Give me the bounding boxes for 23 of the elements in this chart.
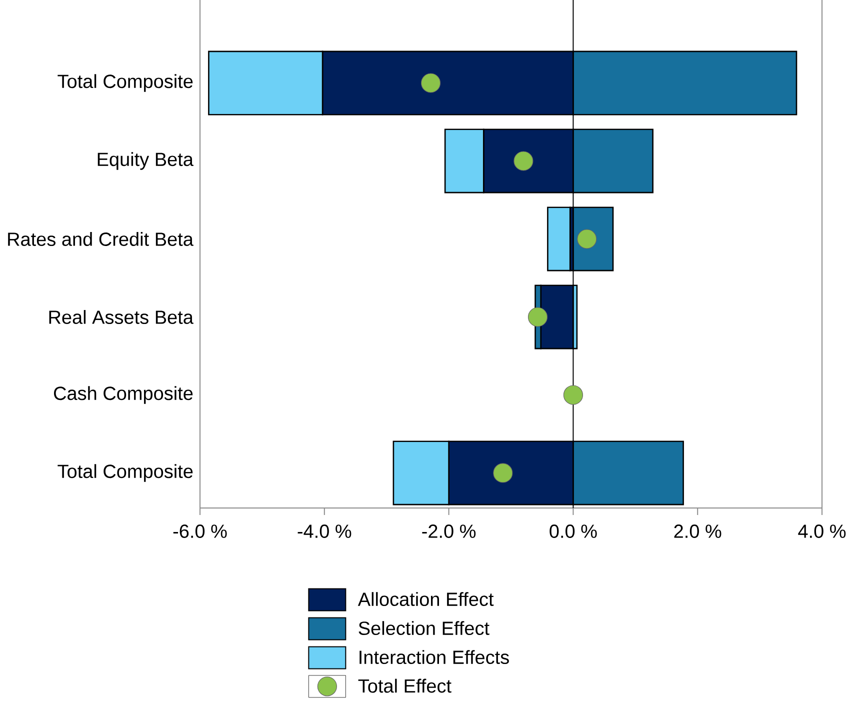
y-tick-label: Cash Composite — [54, 386, 193, 404]
legend-label: Selection Effect — [358, 621, 490, 636]
legend-label: Interaction Effects — [360, 650, 509, 664]
x-tick-label: 4.0 % — [798, 524, 846, 538]
bar — [547, 206, 571, 272]
legend-label: Total Effect — [358, 678, 452, 693]
legend-label: Allocation Effect — [358, 592, 494, 606]
point — [514, 151, 534, 171]
x-tick-label: 0.0 % — [550, 524, 597, 538]
point — [493, 463, 513, 483]
y-tick-label: Rates and Credit Beta — [8, 232, 194, 246]
y-tick-label: Real Assets Beta — [49, 310, 194, 324]
x-tick-label: -2.0 % — [422, 524, 476, 538]
y-tick-label: Equity Beta — [98, 152, 194, 170]
point — [420, 73, 441, 93]
x-tick-label: -4.0 % — [298, 524, 352, 538]
point — [577, 229, 597, 249]
x-tick-label: 2.0 % — [674, 524, 722, 538]
point — [528, 307, 548, 327]
x-tick-label: -6.0 % — [173, 524, 227, 538]
y-tick-label: Total Composite — [58, 74, 193, 92]
point — [563, 385, 584, 405]
y-tick-label: Total Composite — [58, 464, 193, 482]
